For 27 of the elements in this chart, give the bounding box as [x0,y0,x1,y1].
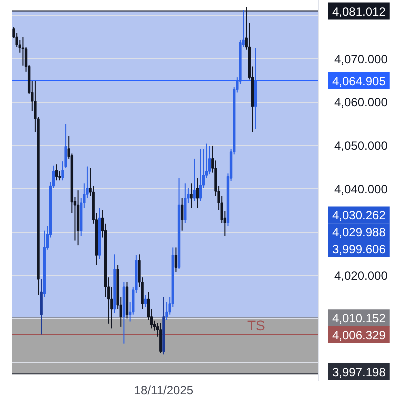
candlestick [56,164,58,182]
text: 3,999.606 [332,242,386,257]
candlestick [160,322,162,354]
ref-line-label: 4,081.012 [332,4,386,19]
ref-line-label: 4,006.329 [332,328,386,342]
candlestick [199,148,202,202]
y-tick-label: 4,040.000 [334,182,388,196]
candlestick [144,294,147,308]
ref-line-label: 4,010.152 [332,312,386,326]
y-tick-label: 4,070.000 [334,52,388,66]
candlestick [196,178,199,209]
y-tick-label: 4,050.000 [334,139,388,154]
ref-line-label: 3,997.198 [332,366,386,380]
annotation: TS [248,318,266,334]
candlestick [40,278,43,336]
y-tick-label: 4,060.000 [334,96,388,110]
x-tick-label: 18/11/2025 [134,384,194,398]
ref-line-label: 4,064.905 [332,74,386,89]
candlestick [190,183,193,209]
y-tick-label: 4,020.000 [334,268,388,283]
candlestick [184,183,187,224]
candlestick [193,158,196,202]
candlestick [180,198,184,232]
candlestick [208,145,212,176]
candlestick [174,247,178,273]
text: 4,030.262 [332,208,386,223]
text: 4,029.988 [332,226,386,240]
